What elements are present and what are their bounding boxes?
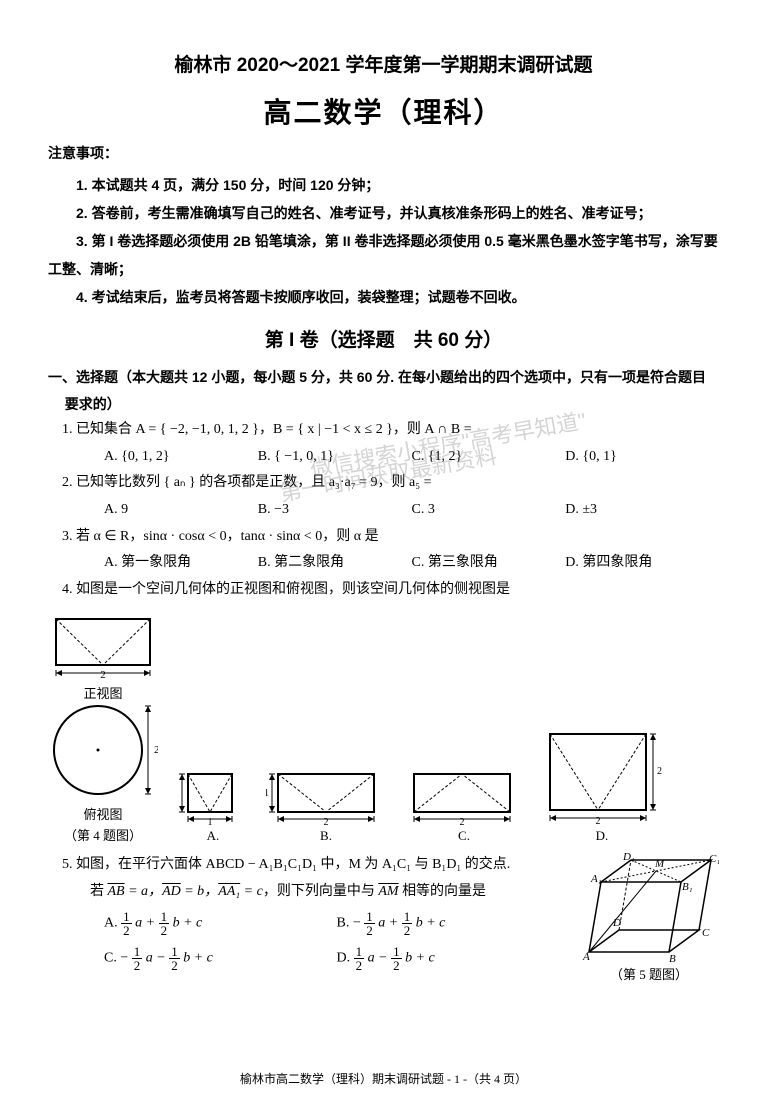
header-line2: 高二数学（理科） xyxy=(48,91,719,131)
q4-top-label: 俯视图 xyxy=(83,804,122,823)
section1-title: 第 I 卷（选择题 共 60 分） xyxy=(48,325,719,352)
svg-text:2: 2 xyxy=(596,816,601,826)
svg-text:2: 2 xyxy=(657,766,662,777)
q4-front-view-icon: 2 xyxy=(48,611,158,681)
q1-opt-b: B. { −1, 0, 1} xyxy=(258,444,412,471)
q5-opts-row2: C. − 12 a − 12 b + c D. 12 a − 12 b + c xyxy=(48,945,569,972)
section1-head: 一、选择题（本大题共 12 小题，每小题 5 分，共 60 分. 在每小题给出的… xyxy=(65,364,719,417)
q5-line2: 若 AB = a，AD = b，AA₁ = c，则下列向量中与 AM 相等的向量… xyxy=(48,879,569,906)
q4-opt-d-fig: 2 2 D. xyxy=(542,728,662,844)
svg-text:B: B xyxy=(669,953,676,962)
q4-opt-b-icon: 1 2 xyxy=(266,766,386,826)
q2-opt-d: D. ±3 xyxy=(565,497,719,524)
q4-opt-a-fig: 1 1 A. xyxy=(178,766,248,844)
q2-opt-c: C. 3 xyxy=(412,497,566,524)
q5-hexahedron-icon: A B C D A₁ B₁ C₁ D₁ M xyxy=(579,852,719,962)
svg-text:C: C xyxy=(702,927,710,939)
q3-opt-d: D. 第四象限角 xyxy=(565,550,719,577)
q3-text: 3. 若 α ∈ R，sinα · cosα < 0，tanα · sinα <… xyxy=(48,524,719,551)
q2-opt-a: A. 9 xyxy=(104,497,258,524)
q5-block: 5. 如图，在平行六面体 ABCD − A₁B₁C₁D₁ 中，M 为 A₁C₁ … xyxy=(48,852,719,983)
q1-opt-a: A. {0, 1, 2} xyxy=(104,444,258,471)
q4-caption: （第 4 题图） xyxy=(64,825,142,844)
q1-opt-d: D. {0, 1} xyxy=(565,444,719,471)
svg-text:B₁: B₁ xyxy=(682,881,693,893)
svg-text:1: 1 xyxy=(266,788,269,799)
q1-options: A. {0, 1, 2} B. { −1, 0, 1} C. {1, 2} D.… xyxy=(48,444,719,471)
svg-text:A₁: A₁ xyxy=(590,873,602,885)
q2-text: 2. 已知等比数列 { aₙ } 的各项都是正数，且 a₃·a₇ = 9，则 a… xyxy=(48,470,719,497)
q4-opt-c-fig: 2 C. xyxy=(404,766,524,844)
svg-text:D: D xyxy=(612,917,621,929)
q3-opt-b: B. 第二象限角 xyxy=(258,550,412,577)
page-footer: 榆林市高二数学（理科）期末调研试题 - 1 -（共 4 页） xyxy=(0,1070,767,1087)
notice-1: 1. 本试题共 4 页，满分 150 分，时间 120 分钟； xyxy=(48,171,719,199)
notice-head: 注意事项： xyxy=(48,143,719,163)
q1-opt-c: C. {1, 2} xyxy=(412,444,566,471)
notice-4: 4. 考试结束后，监考员将答题卡按顺序收回，装袋整理；试题卷不回收。 xyxy=(48,283,719,311)
q3-opt-a: A. 第一象限角 xyxy=(104,550,258,577)
header-line1: 榆林市 2020～2021 学年度第一学期期末调研试题 xyxy=(48,50,719,77)
q4-opt-c-icon: 2 xyxy=(404,766,524,826)
q4-front-label: 正视图 xyxy=(83,683,122,702)
q5-caption: （第 5 题图） xyxy=(610,964,688,983)
svg-text:D₁: D₁ xyxy=(622,852,635,863)
q3-options: A. 第一象限角 B. 第二象限角 C. 第三象限角 D. 第四象限角 xyxy=(48,550,719,577)
q4-opt-b-label: B. xyxy=(320,828,332,844)
svg-text:2: 2 xyxy=(154,744,158,756)
q5-line1: 5. 如图，在平行六面体 ABCD − A₁B₁C₁D₁ 中，M 为 A₁C₁ … xyxy=(48,852,569,879)
q2-options: A. 9 B. −3 C. 3 D. ±3 xyxy=(48,497,719,524)
q4-opt-d-icon: 2 2 xyxy=(542,728,662,826)
svg-text:1: 1 xyxy=(178,788,179,799)
svg-text:A: A xyxy=(582,951,590,962)
q5-opt-d: D. 12 a − 12 b + c xyxy=(337,945,570,972)
q5-opts-row1: A. 12 a + 12 b + c B. − 12 a + 12 b + c xyxy=(48,910,569,937)
q2-opt-b: B. −3 xyxy=(258,497,412,524)
svg-text:C₁: C₁ xyxy=(709,853,719,865)
svg-text:2: 2 xyxy=(100,669,106,681)
svg-text:2: 2 xyxy=(324,817,329,826)
svg-text:2: 2 xyxy=(460,817,465,826)
q4-top-view-icon: 2 xyxy=(48,702,158,802)
q5-opt-b: B. − 12 a + 12 b + c xyxy=(337,910,570,937)
notice-3-text: 3. 第 I 卷选择题必须使用 2B 铅笔填涂，第 II 卷非选择题必须使用 0… xyxy=(48,233,718,277)
q4-text: 4. 如图是一个空间几何体的正视图和俯视图，则该空间几何体的侧视图是 xyxy=(48,577,719,604)
q1-text: 1. 已知集合 A = { −2, −1, 0, 1, 2 }，B = { x … xyxy=(48,417,719,444)
q5-figure: A B C D A₁ B₁ C₁ D₁ M （第 5 题图） xyxy=(579,852,719,983)
svg-text:M: M xyxy=(654,858,665,870)
q5-opt-c: C. − 12 a − 12 b + c xyxy=(104,945,337,972)
q4-opt-c-label: C. xyxy=(458,828,470,844)
q4-opt-a-icon: 1 1 xyxy=(178,766,248,826)
q3-opt-c: C. 第三象限角 xyxy=(412,550,566,577)
q5-opt-a: A. 12 a + 12 b + c xyxy=(104,910,337,937)
q4-given-figs: 2 正视图 2 俯视图 （第 4 题图） xyxy=(48,611,158,844)
exam-page: 榆林市 2020～2021 学年度第一学期期末调研试题 高二数学（理科） 注意事… xyxy=(0,0,767,1105)
q4-opt-a-label: A. xyxy=(207,828,220,844)
svg-text:1: 1 xyxy=(208,817,213,826)
q4-opt-d-label: D. xyxy=(596,828,609,844)
q4-opt-b-fig: 1 2 B. xyxy=(266,766,386,844)
q4-figures: 2 正视图 2 俯视图 （第 4 题图） xyxy=(48,611,719,844)
notice-2: 2. 答卷前，考生需准确填写自己的姓名、准考证号，并认真核准条形码上的姓名、准考… xyxy=(48,199,719,227)
notice-3: 3. 第 I 卷选择题必须使用 2B 铅笔填涂，第 II 卷非选择题必须使用 0… xyxy=(48,227,719,283)
